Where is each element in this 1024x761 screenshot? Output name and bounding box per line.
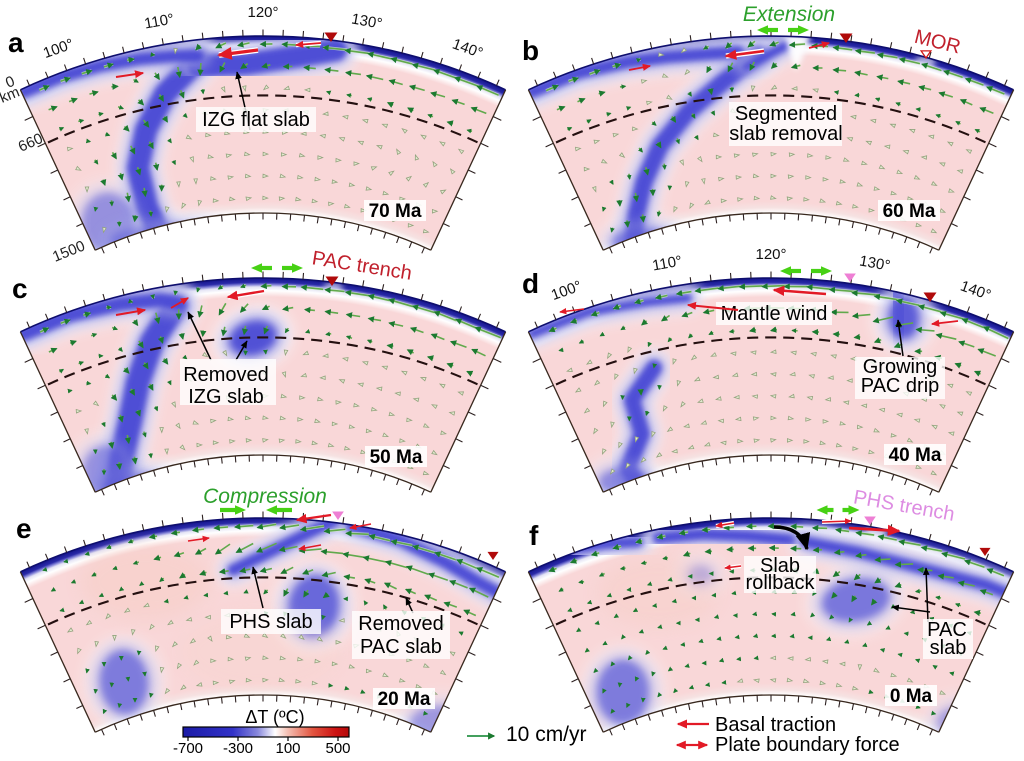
- svg-text:10 cm/yr: 10 cm/yr: [506, 723, 587, 746]
- svg-text:rollback: rollback: [746, 572, 816, 594]
- svg-text:0 Ma: 0 Ma: [890, 686, 933, 707]
- svg-text:Compression: Compression: [203, 485, 327, 508]
- svg-text:100: 100: [275, 740, 300, 756]
- svg-text:60 Ma: 60 Ma: [883, 201, 936, 222]
- svg-text:IZG flat slab: IZG flat slab: [202, 109, 310, 131]
- svg-text:slab: slab: [930, 637, 967, 659]
- svg-text:PAC slab: PAC slab: [360, 636, 442, 658]
- svg-text:20 Ma: 20 Ma: [378, 689, 431, 710]
- svg-text:b: b: [522, 35, 539, 66]
- svg-text:c: c: [12, 273, 28, 304]
- svg-text:50 Ma: 50 Ma: [370, 447, 423, 468]
- svg-text:Removed: Removed: [183, 364, 269, 386]
- svg-text:120°: 120°: [247, 4, 278, 21]
- svg-text:PHS slab: PHS slab: [229, 611, 312, 633]
- svg-text:a: a: [8, 27, 24, 58]
- svg-text:Segmented: Segmented: [735, 103, 837, 125]
- svg-text:d: d: [522, 268, 539, 299]
- svg-text:ΔT (ºC): ΔT (ºC): [245, 707, 304, 727]
- svg-text:Extension: Extension: [743, 3, 835, 26]
- svg-text:120°: 120°: [755, 246, 786, 263]
- svg-text:IZG slab: IZG slab: [188, 386, 264, 408]
- svg-text:f: f: [529, 520, 539, 551]
- svg-text:500: 500: [325, 740, 350, 756]
- svg-text:70 Ma: 70 Ma: [369, 201, 422, 222]
- svg-text:slab removal: slab removal: [729, 123, 842, 145]
- svg-text:Basal traction: Basal traction: [715, 714, 836, 736]
- svg-text:-300: -300: [223, 740, 253, 756]
- svg-text:e: e: [16, 513, 32, 544]
- svg-text:PAC drip: PAC drip: [861, 375, 940, 397]
- svg-text:40 Ma: 40 Ma: [889, 445, 942, 466]
- svg-text:-700: -700: [173, 740, 203, 756]
- svg-text:Mantle wind: Mantle wind: [721, 303, 828, 325]
- svg-text:Plate boundary force: Plate boundary force: [715, 734, 900, 756]
- svg-text:Removed: Removed: [358, 613, 444, 635]
